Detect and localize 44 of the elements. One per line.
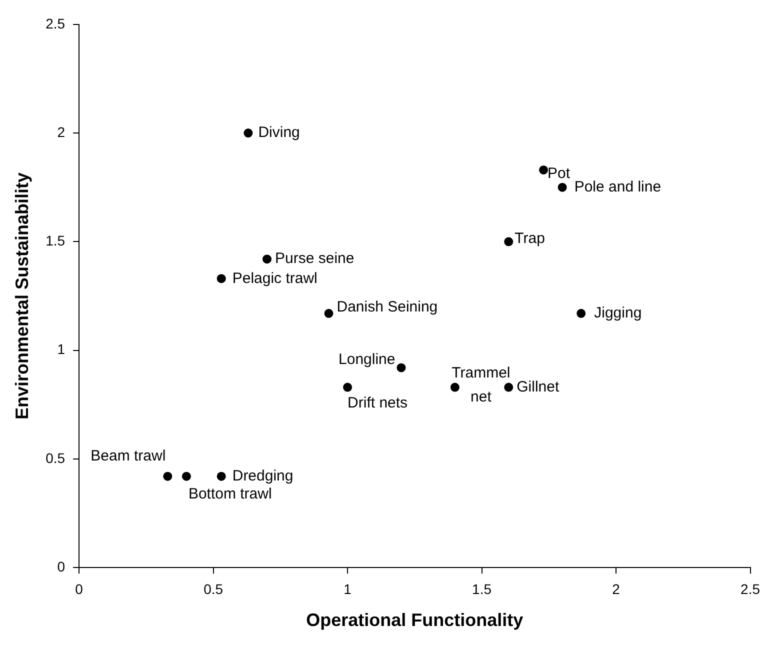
- annotation: Drift nets: [348, 394, 408, 412]
- annotation: Purse seine: [275, 250, 354, 268]
- x-tick-label: 1.5: [472, 580, 492, 597]
- point: [324, 308, 334, 318]
- y-tick-label: 2: [57, 124, 66, 140]
- x-tick-label: 0: [75, 580, 84, 597]
- x-tick-label: 0.5: [204, 580, 224, 597]
- x-tick-label: 2.5: [740, 580, 760, 597]
- point: [558, 182, 567, 192]
- point: [262, 254, 272, 264]
- annotation: Dredging: [232, 467, 294, 484]
- point: [343, 382, 352, 392]
- x-axis-title: Operational Functionality: [306, 610, 524, 630]
- annotation: Bottom trawl: [188, 485, 272, 502]
- annotation: Pot: [548, 165, 571, 182]
- y-tick-label: 1.5: [46, 232, 66, 249]
- point: [216, 472, 226, 481]
- x-tick-label: 2: [612, 580, 620, 597]
- point: [539, 165, 548, 174]
- annotation: Trammel net: [452, 364, 510, 406]
- y-tick-label: 2.5: [46, 15, 66, 32]
- annotation: Trap: [514, 230, 545, 247]
- point: [163, 472, 172, 481]
- point: [450, 382, 460, 392]
- point: [504, 237, 514, 246]
- annotation: Pole and line: [574, 178, 662, 196]
- point: [576, 308, 586, 318]
- annotation: Jigging: [594, 304, 642, 322]
- y-tick-label: 1: [57, 341, 66, 358]
- point: [396, 363, 406, 372]
- annotation: Diving: [258, 124, 300, 142]
- annotation: Longline: [338, 350, 396, 368]
- annotation: Pelagic trawl: [232, 270, 318, 287]
- y-axis-title: Environmental Sustainability: [12, 172, 32, 420]
- y-tick-label: 0.5: [46, 450, 66, 466]
- annotation: Danish Seining: [336, 298, 438, 316]
- annotation: Gillnet: [516, 378, 560, 396]
- point: [504, 382, 514, 392]
- annotation: Beam trawl: [90, 447, 166, 464]
- point: [244, 128, 253, 138]
- point: [216, 274, 226, 284]
- point: [182, 472, 191, 481]
- y-tick-label: 0: [57, 558, 66, 574]
- x-tick-label: 1: [344, 580, 352, 597]
